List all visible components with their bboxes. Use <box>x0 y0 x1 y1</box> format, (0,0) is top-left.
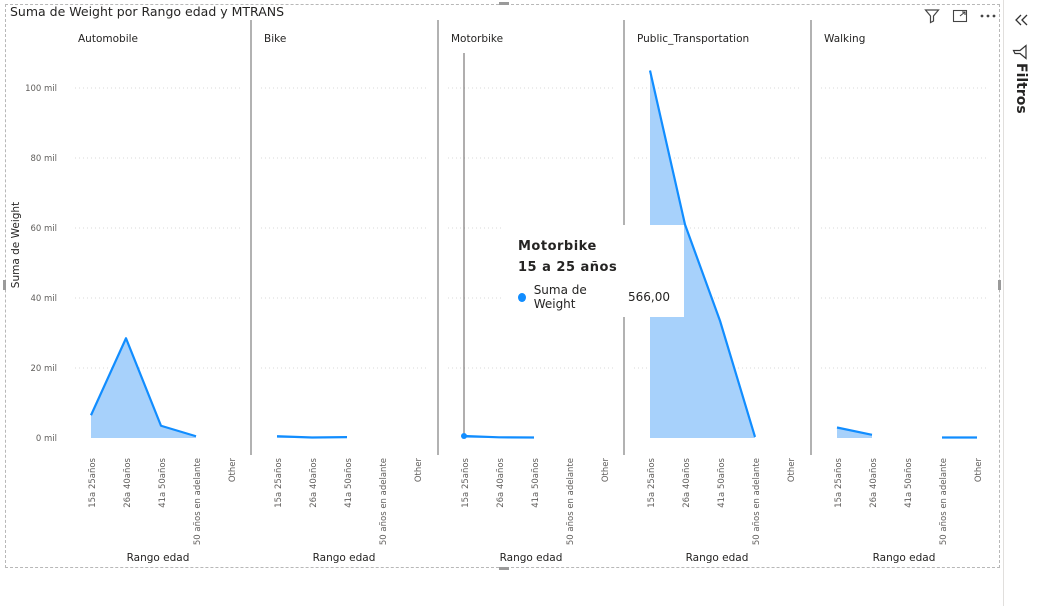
focus-mode-icon[interactable] <box>950 6 970 26</box>
x-tick-label: Other <box>974 458 984 483</box>
x-axis-title: Rango edad <box>500 552 563 564</box>
double-chevron-left-icon[interactable] <box>1013 12 1031 32</box>
area-fill <box>91 338 196 438</box>
x-tick-label: 41a 50años <box>904 457 914 507</box>
x-tick-label: Other <box>414 458 424 483</box>
resize-handle-right[interactable] <box>998 280 1001 290</box>
tooltip: Motorbike 15 a 25 años Suma de Weight 56… <box>504 225 684 317</box>
panel-title: Public_Transportation <box>637 33 749 45</box>
hover-point <box>461 433 467 440</box>
filters-pane[interactable]: Filtros <box>1003 0 1041 606</box>
panel-title: Walking <box>824 33 865 45</box>
x-tick-label: 15a 25años <box>88 457 98 507</box>
resize-handle-left[interactable] <box>3 280 6 290</box>
chart-svg: Suma de Weight 0 mil 20 mil 40 mil 60 mil 80 … <box>10 20 987 564</box>
panel-title: Motorbike <box>451 33 503 45</box>
y-tick-label: 0 mil <box>36 434 57 444</box>
y-tick-label: 80 mil <box>30 154 57 164</box>
filters-label[interactable]: Filtros <box>1013 63 1029 114</box>
x-axis-title: Rango edad <box>873 552 936 564</box>
x-tick-label: 15a 25años <box>461 457 471 507</box>
x-tick-label: 41a 50años <box>344 457 354 507</box>
x-tick-label: 50 años en adelante <box>566 458 576 545</box>
x-tick-label: 41a 50años <box>158 457 168 507</box>
x-tick-label: 15a 25años <box>647 457 657 507</box>
x-tick-label: 50 años en adelante <box>193 458 203 545</box>
tooltip-subtitle: 15 a 25 años <box>518 260 618 275</box>
x-tick-label: 26a 40años <box>682 457 692 507</box>
series-line <box>89 337 197 438</box>
more-options-icon[interactable] <box>978 6 998 26</box>
x-tick-label: 41a 50años <box>531 457 541 507</box>
x-tick-label: 50 años en adelante <box>752 458 762 545</box>
tooltip-title: Motorbike <box>518 239 597 254</box>
tooltip-value: 566,00 <box>628 290 670 304</box>
series-line <box>648 70 757 438</box>
chart-visual[interactable] <box>3 2 1001 570</box>
panel-title: Automobile <box>78 33 138 45</box>
x-axis-title: Rango edad <box>686 552 749 564</box>
x-tick-label: 41a 50años <box>717 457 727 507</box>
visual-toolbar <box>922 6 998 26</box>
tooltip-measure: Suma de Weight <box>533 283 587 311</box>
y-tick-label: 20 mil <box>30 364 57 374</box>
x-tick-label: 26a 40años <box>869 457 879 507</box>
x-tick-label: 26a 40años <box>123 457 133 507</box>
tooltip-row: Suma de Weight 566,00 <box>518 283 670 311</box>
y-axis-title: Suma de Weight <box>10 202 22 288</box>
filter-icon[interactable] <box>1012 44 1028 64</box>
x-tick-label: 50 años en adelante <box>379 458 389 545</box>
series-line <box>463 434 535 439</box>
series-line <box>276 435 348 439</box>
y-tick-label: 100 mil <box>25 84 57 94</box>
filter-icon[interactable] <box>922 6 942 26</box>
x-axis-title: Rango edad <box>313 552 376 564</box>
x-tick-label: Other <box>787 458 797 483</box>
y-tick-label: 40 mil <box>30 294 57 304</box>
series-line <box>836 426 873 436</box>
x-tick-label: 15a 25años <box>834 457 844 507</box>
x-tick-label: Other <box>601 458 611 483</box>
x-tick-label: 26a 40años <box>496 457 506 507</box>
x-tick-label: Other <box>228 458 238 483</box>
panel-title: Bike <box>264 33 286 45</box>
x-tick-label: 15a 25años <box>274 457 284 507</box>
y-tick-label: 60 mil <box>30 224 57 234</box>
x-axis-title: Rango edad <box>127 552 190 564</box>
x-tick-label: 26a 40años <box>309 457 319 507</box>
x-tick-label: 50 años en adelante <box>939 458 949 545</box>
resize-handle-top[interactable] <box>499 2 509 5</box>
area-fill <box>650 70 755 438</box>
tooltip-legend-dot <box>518 292 526 302</box>
visual-title: Suma de Weight por Rango edad y MTRANS <box>10 4 285 19</box>
resize-handle-bottom[interactable] <box>499 567 509 570</box>
